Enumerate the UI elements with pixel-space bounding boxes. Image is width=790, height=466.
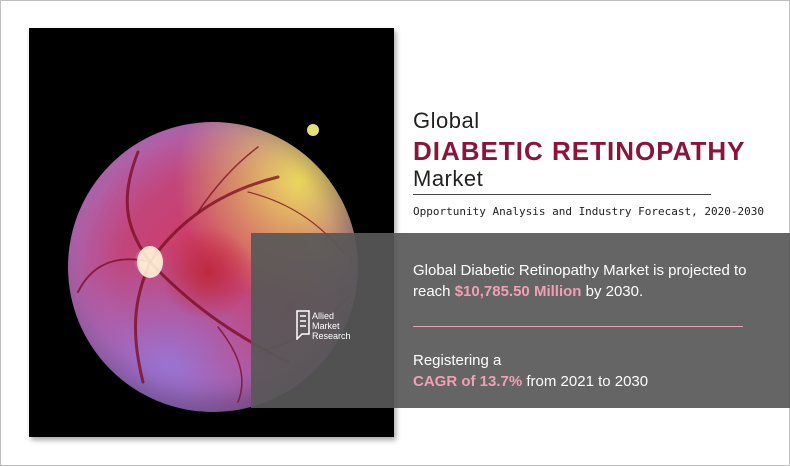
market-size-suffix: by 2030. bbox=[581, 283, 644, 300]
stats-overlay-panel bbox=[251, 233, 790, 408]
cagr-statement: Registering a CAGR of 13.7% from 2021 to… bbox=[413, 350, 758, 392]
logo-line-1: Allied bbox=[312, 311, 335, 321]
market-size-prefix: Global Diabetic Retinopathy Market is pr… bbox=[413, 262, 747, 300]
logo-mark-icon bbox=[296, 310, 310, 340]
logo-text: Allied Market Research bbox=[312, 311, 351, 341]
title-line-market: Market bbox=[413, 166, 484, 191]
market-size-value: $10,785.50 Million bbox=[454, 283, 582, 300]
cagr-value: CAGR of 13.7% bbox=[413, 373, 523, 390]
cagr-line1: Registering a bbox=[413, 352, 502, 369]
stats-divider bbox=[413, 326, 743, 327]
allied-market-research-logo: Allied Market Research bbox=[296, 310, 376, 350]
subtitle: Opportunity Analysis and Industry Foreca… bbox=[413, 205, 764, 218]
cagr-suffix: from 2021 to 2030 bbox=[522, 373, 649, 390]
retina-edge-notch bbox=[307, 124, 319, 136]
market-size-statement: Global Diabetic Retinopathy Market is pr… bbox=[413, 260, 758, 302]
title-line-global: Global bbox=[413, 108, 480, 133]
title-divider bbox=[413, 194, 711, 195]
title-block: Global DIABETIC RETINOPATHY Market bbox=[413, 110, 745, 190]
title-main: DIABETIC RETINOPATHY bbox=[413, 136, 746, 166]
logo-line-2: Market bbox=[312, 321, 340, 331]
logo-line-3: Research bbox=[312, 331, 351, 341]
